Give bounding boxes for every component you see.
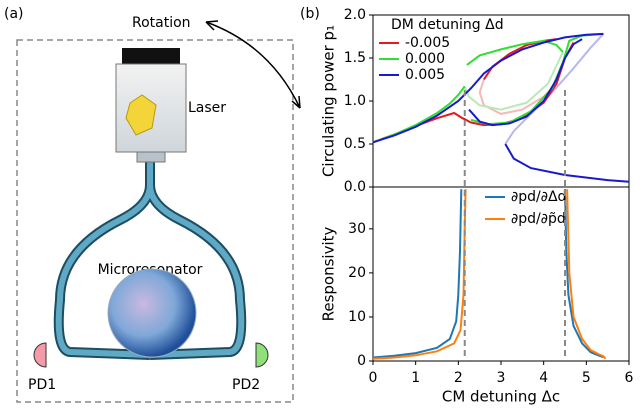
- legend-label: -0.005: [405, 35, 450, 51]
- y-tick-label: 20: [348, 265, 366, 281]
- y-axis-label: Responsivity: [320, 226, 338, 321]
- rotation-arrow: [206, 22, 300, 108]
- x-axis-label: CM detuning Δc: [442, 388, 560, 406]
- series-line: [465, 52, 563, 110]
- x-tick-label: 2: [454, 370, 463, 386]
- series-line: [373, 39, 574, 142]
- x-tick-label: 6: [625, 370, 634, 386]
- rotation-label: Rotation: [132, 15, 191, 31]
- pd1-label: PD1: [28, 377, 56, 393]
- legend-label: 0.005: [405, 67, 445, 83]
- y-tick-label: 0.0: [344, 179, 366, 195]
- axes-frame: [373, 187, 629, 361]
- panel-label: (a): [4, 6, 24, 22]
- x-tick-label: 4: [539, 370, 548, 386]
- y-tick-label: 1.5: [344, 50, 366, 66]
- legend-label: ∂pd/∂Δd: [511, 189, 566, 205]
- y-tick-label: 10: [348, 309, 366, 325]
- series-line: [373, 189, 606, 359]
- legend-label: 0.000: [405, 51, 445, 67]
- laser: [116, 48, 186, 162]
- y-tick-label: 0.5: [344, 136, 366, 152]
- x-tick-label: 5: [582, 370, 591, 386]
- panel-label: (b): [300, 6, 320, 22]
- x-tick-label: 0: [369, 370, 378, 386]
- pd2-label: PD2: [232, 377, 260, 393]
- x-tick-label: 3: [497, 370, 506, 386]
- legend-label: ∂pd/∂p̃d: [511, 211, 566, 227]
- legend-title: DM detuning Δd: [391, 17, 504, 33]
- x-tick-label: 1: [411, 370, 420, 386]
- microresonator: [108, 269, 196, 357]
- figure: (a) (b) Rotation Laser Microresonator PD…: [0, 0, 641, 409]
- laser-label: Laser: [188, 100, 226, 116]
- pd1: [34, 343, 46, 367]
- arrow-heads: [206, 21, 300, 108]
- pd2: [256, 343, 268, 367]
- y-tick-label: 2.0: [344, 7, 366, 23]
- y-tick-label: 30: [348, 221, 366, 237]
- y-axis-label: Circulating power p₁: [320, 25, 338, 177]
- y-tick-label: 1.0: [344, 93, 366, 109]
- y-tick-label: 0: [357, 353, 366, 369]
